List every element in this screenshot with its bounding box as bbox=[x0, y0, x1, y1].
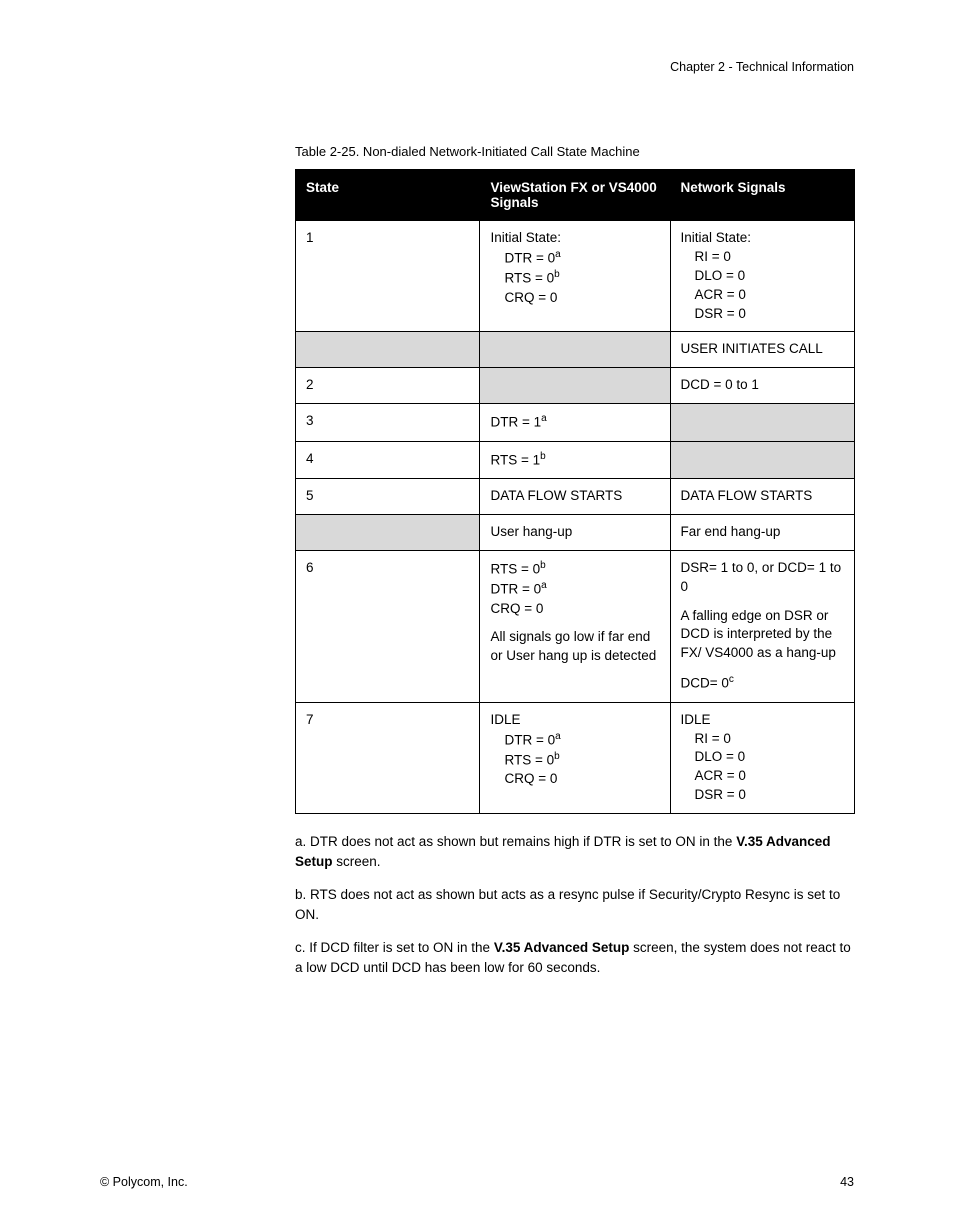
chapter-header: Chapter 2 - Technical Information bbox=[100, 60, 854, 74]
footer-copyright: © Polycom, Inc. bbox=[100, 1175, 188, 1189]
superscript: b bbox=[540, 560, 546, 571]
text: All signals go low if far end or User ha… bbox=[490, 628, 659, 666]
text: DTR = 0 bbox=[504, 250, 555, 265]
cell-net: DATA FLOW STARTS bbox=[670, 479, 854, 515]
col-vs-signals: ViewStation FX or VS4000 Signals bbox=[480, 170, 670, 221]
text: screen. bbox=[333, 854, 381, 869]
text: DLO = 0 bbox=[695, 748, 844, 767]
table-header-row: State ViewStation FX or VS4000 Signals N… bbox=[296, 170, 855, 221]
text: RTS = 0 bbox=[504, 271, 554, 286]
text: DSR = 0 bbox=[695, 305, 844, 324]
text: RTS = 0 bbox=[504, 752, 554, 767]
cell-vs: IDLE DTR = 0a RTS = 0b CRQ = 0 bbox=[480, 702, 670, 813]
text: RI = 0 bbox=[695, 248, 844, 267]
table-row: 2 DCD = 0 to 1 bbox=[296, 368, 855, 404]
footnote-b: b. RTS does not act as shown but acts as… bbox=[295, 885, 855, 924]
table-row: 7 IDLE DTR = 0a RTS = 0b CRQ = 0 IDLE RI… bbox=[296, 702, 855, 813]
footnote-a: a. DTR does not act as shown but remains… bbox=[295, 832, 855, 871]
content-area: Table 2-25. Non-dialed Network-Initiated… bbox=[295, 144, 855, 977]
page-footer: © Polycom, Inc. 43 bbox=[100, 1175, 854, 1189]
text: RI = 0 bbox=[695, 730, 844, 749]
text: DSR= 1 to 0, or DCD= 1 to 0 bbox=[681, 559, 844, 597]
cell-vs: User hang-up bbox=[480, 514, 670, 550]
state-machine-table: State ViewStation FX or VS4000 Signals N… bbox=[295, 169, 855, 814]
text: DCD= 0 bbox=[681, 676, 729, 691]
text: DTR = 0 bbox=[504, 732, 555, 747]
text: A falling edge on DSR or DCD is interpre… bbox=[681, 607, 844, 664]
text: RTS = 0 bbox=[490, 561, 540, 576]
superscript: c bbox=[729, 674, 734, 685]
table-caption: Table 2-25. Non-dialed Network-Initiated… bbox=[295, 144, 855, 159]
cell-state: 1 bbox=[296, 221, 480, 332]
superscript: b bbox=[540, 451, 546, 462]
text: CRQ = 0 bbox=[504, 771, 557, 786]
cell-state: 3 bbox=[296, 404, 480, 441]
footer-page-number: 43 bbox=[840, 1175, 854, 1189]
text-bold: V.35 Advanced Setup bbox=[494, 940, 630, 955]
footnote-c: c. If DCD filter is set to ON in the V.3… bbox=[295, 938, 855, 977]
cell-vs: DATA FLOW STARTS bbox=[480, 479, 670, 515]
text: DLO = 0 bbox=[695, 267, 844, 286]
superscript: a bbox=[541, 580, 547, 591]
cell-state-empty bbox=[296, 514, 480, 550]
table-row: 4 RTS = 1b bbox=[296, 441, 855, 478]
text: CRQ = 0 bbox=[504, 290, 557, 305]
text: DSR = 0 bbox=[695, 786, 844, 805]
col-state: State bbox=[296, 170, 480, 221]
text: IDLE bbox=[681, 712, 711, 727]
cell-net: DSR= 1 to 0, or DCD= 1 to 0 A falling ed… bbox=[670, 550, 854, 702]
footnotes: a. DTR does not act as shown but remains… bbox=[295, 832, 855, 977]
text: c. If DCD filter is set to ON in the bbox=[295, 940, 494, 955]
superscript: b bbox=[554, 269, 560, 280]
text: Initial State: bbox=[681, 230, 752, 245]
superscript: a bbox=[555, 249, 561, 260]
cell-vs: Initial State: DTR = 0a RTS = 0b CRQ = 0 bbox=[480, 221, 670, 332]
cell-net: Far end hang-up bbox=[670, 514, 854, 550]
table-row: 6 RTS = 0b DTR = 0a CRQ = 0 All signals … bbox=[296, 550, 855, 702]
table-row: 5 DATA FLOW STARTS DATA FLOW STARTS bbox=[296, 479, 855, 515]
table-row: User hang-up Far end hang-up bbox=[296, 514, 855, 550]
text: IDLE bbox=[490, 712, 520, 727]
text: DTR = 1 bbox=[490, 415, 541, 430]
cell-state: 5 bbox=[296, 479, 480, 515]
cell-vs: DTR = 1a bbox=[480, 404, 670, 441]
superscript: a bbox=[555, 731, 561, 742]
cell-net-empty bbox=[670, 441, 854, 478]
text: ACR = 0 bbox=[695, 286, 844, 305]
cell-vs-empty bbox=[480, 332, 670, 368]
cell-net: IDLE RI = 0 DLO = 0 ACR = 0 DSR = 0 bbox=[670, 702, 854, 813]
table-row: 1 Initial State: DTR = 0a RTS = 0b CRQ =… bbox=[296, 221, 855, 332]
table-row: USER INITIATES CALL bbox=[296, 332, 855, 368]
text: Initial State: bbox=[490, 230, 561, 245]
col-net-signals: Network Signals bbox=[670, 170, 854, 221]
cell-state: 7 bbox=[296, 702, 480, 813]
cell-state: 4 bbox=[296, 441, 480, 478]
cell-state-empty bbox=[296, 332, 480, 368]
cell-net-empty bbox=[670, 404, 854, 441]
text: a. DTR does not act as shown but remains… bbox=[295, 834, 736, 849]
text: RTS = 1 bbox=[490, 452, 540, 467]
text: ACR = 0 bbox=[695, 767, 844, 786]
text: DTR = 0 bbox=[490, 582, 541, 597]
cell-vs: RTS = 0b DTR = 0a CRQ = 0 All signals go… bbox=[480, 550, 670, 702]
cell-net: USER INITIATES CALL bbox=[670, 332, 854, 368]
table-row: 3 DTR = 1a bbox=[296, 404, 855, 441]
superscript: b bbox=[554, 751, 560, 762]
text: CRQ = 0 bbox=[490, 601, 543, 616]
cell-state: 6 bbox=[296, 550, 480, 702]
cell-net: DCD = 0 to 1 bbox=[670, 368, 854, 404]
superscript: a bbox=[541, 413, 547, 424]
cell-net: Initial State: RI = 0 DLO = 0 ACR = 0 DS… bbox=[670, 221, 854, 332]
cell-state: 2 bbox=[296, 368, 480, 404]
cell-vs-empty bbox=[480, 368, 670, 404]
cell-vs: RTS = 1b bbox=[480, 441, 670, 478]
